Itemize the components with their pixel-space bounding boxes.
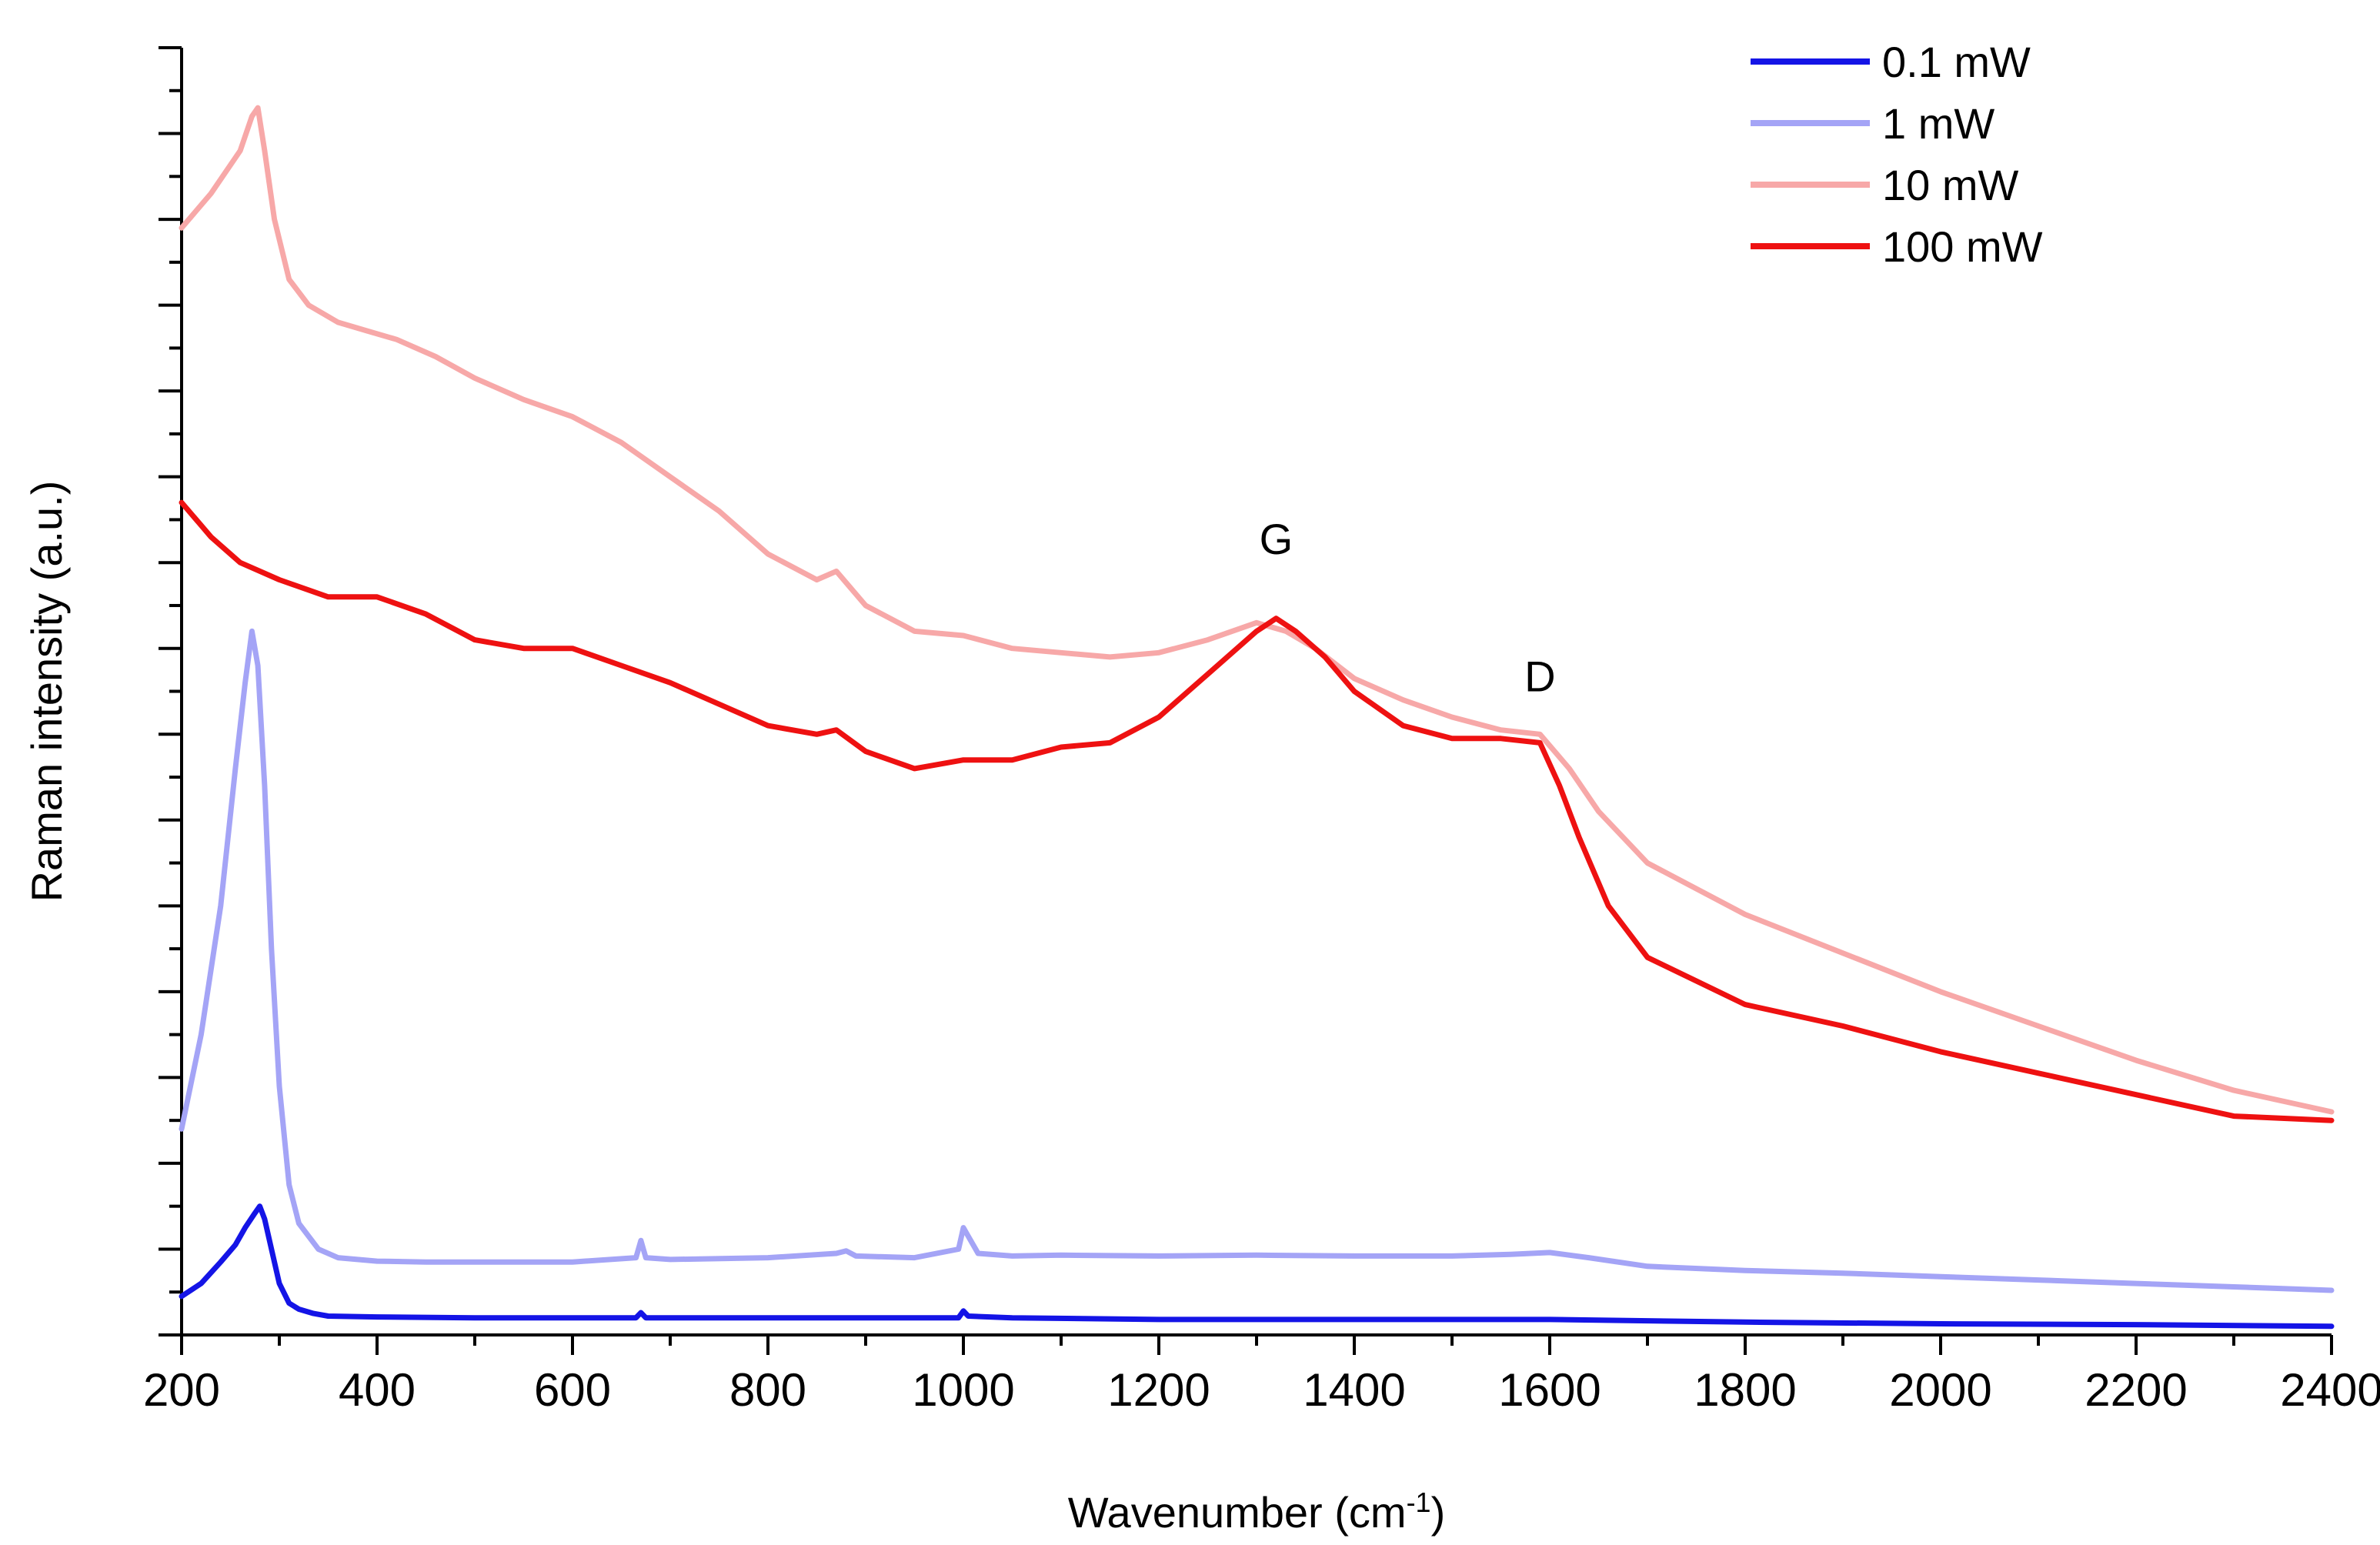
legend-label-10-mw: 10 mW <box>1882 161 2018 209</box>
legend-label-1-mw: 1 mW <box>1882 99 1994 148</box>
x-axis-title-suffix: ) <box>1431 1488 1446 1537</box>
axes-group: 200 400 600 800 1000 1200 1400 1600 1800 2000 2200… <box>143 46 2380 1416</box>
legend-label-0-1-mw: 0.1 mW <box>1882 38 2031 86</box>
series-line-1-mw <box>179 628 2335 1293</box>
x-tick-label-2200: 2200 <box>2085 1364 2187 1416</box>
x-tick-label-600: 600 <box>534 1364 611 1416</box>
x-tick-label-1800: 1800 <box>1694 1364 1796 1416</box>
x-tick-label-1000: 1000 <box>912 1364 1014 1416</box>
series-line-0-1-mw <box>179 1203 2335 1330</box>
peak-label-g: G <box>1260 515 1293 563</box>
x-tick-label-1600: 1600 <box>1498 1364 1601 1416</box>
x-ticks: 200 400 600 800 1000 1200 1400 1600 1800 2000 2200… <box>143 1335 2380 1416</box>
y-axis-title: Raman intensity (a.u.) <box>22 481 71 903</box>
x-tick-label-2000: 2000 <box>1889 1364 1991 1416</box>
x-axis-title-superscript: -1 <box>1407 1487 1431 1518</box>
series-line-100-mw <box>179 499 2335 1123</box>
x-axis-title: Wavenumber (cm-1) <box>1068 1487 1445 1537</box>
y-ticks <box>159 46 182 1336</box>
x-tick-label-1400: 1400 <box>1303 1364 1405 1416</box>
series-layer <box>179 105 2335 1330</box>
peak-label-d: D <box>1524 652 1555 701</box>
annotations-layer: GD <box>1260 515 1556 700</box>
x-tick-label-200: 200 <box>143 1364 220 1416</box>
x-tick-label-1200: 1200 <box>1107 1364 1210 1416</box>
legend: 0.1 mW 1 mW 10 mW 100 mW <box>1751 38 2043 271</box>
x-axis-title-main: Wavenumber (cm <box>1068 1488 1407 1537</box>
x-tick-label-400: 400 <box>339 1364 416 1416</box>
series-line-10-mw <box>179 105 2335 1115</box>
x-tick-label-2400: 2400 <box>2280 1364 2380 1416</box>
x-tick-label-800: 800 <box>729 1364 806 1416</box>
legend-label-100-mw: 100 mW <box>1882 222 2043 271</box>
